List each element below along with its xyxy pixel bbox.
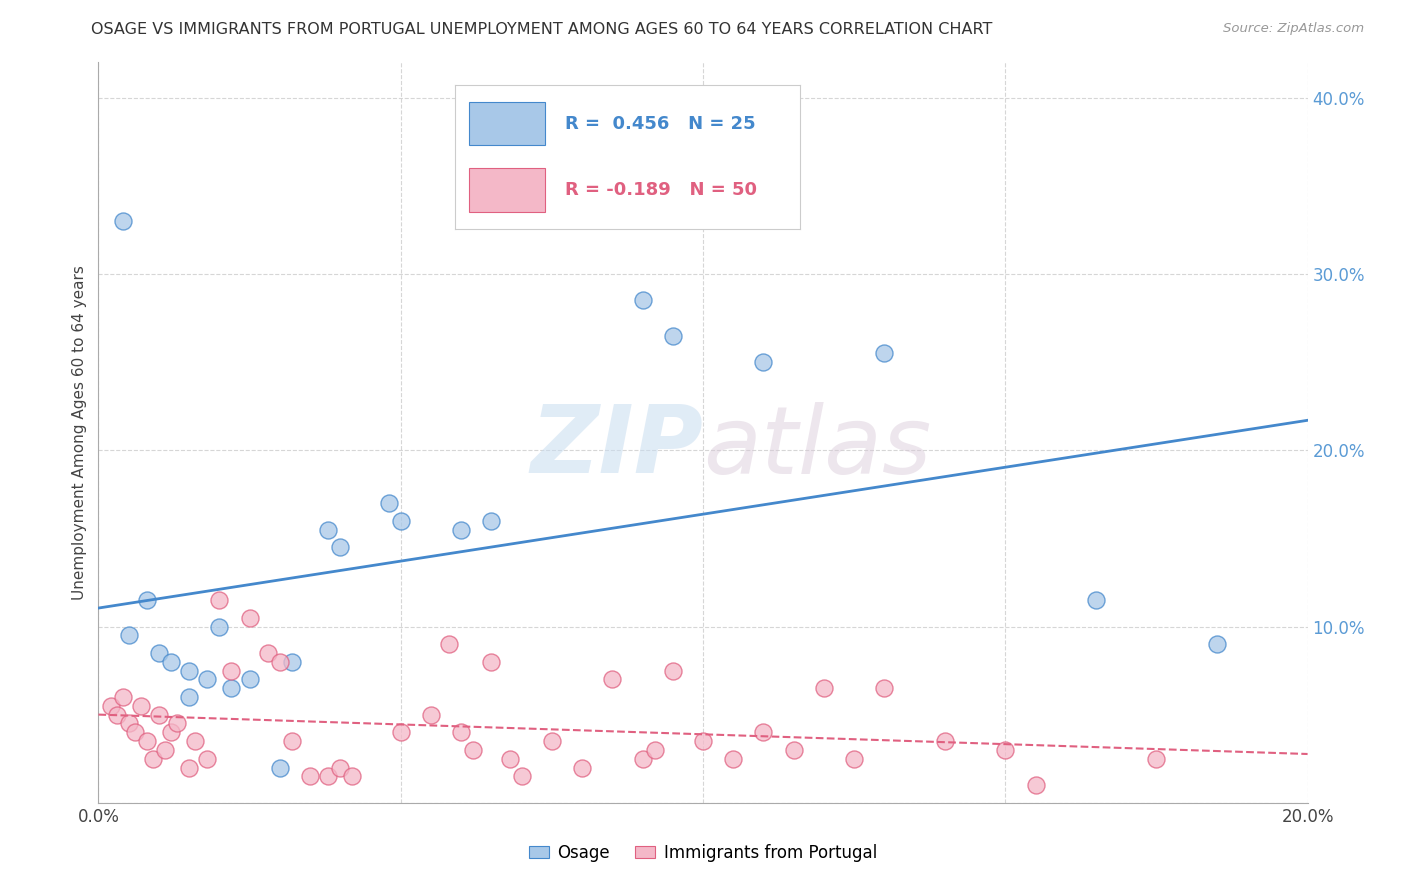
Point <box>644 743 666 757</box>
Point <box>994 743 1017 757</box>
Point <box>208 593 231 607</box>
Point <box>111 690 134 704</box>
Point <box>752 725 775 739</box>
Point <box>316 769 339 783</box>
Point <box>269 655 291 669</box>
Point <box>934 734 956 748</box>
Point <box>135 734 157 748</box>
Point <box>783 743 806 757</box>
Point <box>153 743 176 757</box>
Point <box>631 293 654 308</box>
Point <box>299 769 322 783</box>
Point <box>510 769 533 783</box>
Point <box>723 752 745 766</box>
Point <box>481 655 503 669</box>
Point <box>195 673 218 687</box>
Point <box>179 690 201 704</box>
Point <box>160 655 183 669</box>
Point <box>221 664 243 678</box>
Point <box>631 752 654 766</box>
Point <box>142 752 165 766</box>
Point <box>1024 778 1046 792</box>
Point <box>129 698 152 713</box>
Point <box>195 752 218 766</box>
Point <box>239 610 262 624</box>
Point <box>281 655 304 669</box>
Point <box>124 725 146 739</box>
Point <box>873 346 896 360</box>
Point <box>105 707 128 722</box>
Point <box>148 646 170 660</box>
Point <box>179 760 201 774</box>
Point <box>118 628 141 642</box>
Point <box>329 540 352 554</box>
Point <box>239 673 262 687</box>
Point <box>221 681 243 696</box>
Point <box>179 664 201 678</box>
Point <box>184 734 207 748</box>
Point <box>661 328 683 343</box>
Point <box>281 734 304 748</box>
Point <box>420 707 443 722</box>
Point <box>1144 752 1167 766</box>
Point <box>450 725 472 739</box>
Point <box>602 673 624 687</box>
Point <box>208 619 231 633</box>
Point <box>540 734 562 748</box>
Point <box>1206 637 1229 651</box>
Point <box>135 593 157 607</box>
Point <box>389 514 412 528</box>
Point <box>481 514 503 528</box>
Point <box>661 664 683 678</box>
Point <box>342 769 364 783</box>
Point <box>160 725 183 739</box>
Text: ZIP: ZIP <box>530 401 703 493</box>
Point <box>256 646 278 660</box>
Legend: Osage, Immigrants from Portugal: Osage, Immigrants from Portugal <box>523 838 883 869</box>
Point <box>118 716 141 731</box>
Text: OSAGE VS IMMIGRANTS FROM PORTUGAL UNEMPLOYMENT AMONG AGES 60 TO 64 YEARS CORRELA: OSAGE VS IMMIGRANTS FROM PORTUGAL UNEMPL… <box>91 22 993 37</box>
Point <box>463 743 485 757</box>
Point <box>269 760 291 774</box>
Point <box>329 760 352 774</box>
Point <box>377 496 399 510</box>
Point <box>498 752 520 766</box>
Point <box>166 716 188 731</box>
Point <box>571 760 593 774</box>
Point <box>389 725 412 739</box>
Point <box>450 523 472 537</box>
Point <box>111 214 134 228</box>
Point <box>148 707 170 722</box>
Point <box>844 752 866 766</box>
Point <box>100 698 122 713</box>
Point <box>437 637 460 651</box>
Y-axis label: Unemployment Among Ages 60 to 64 years: Unemployment Among Ages 60 to 64 years <box>72 265 87 600</box>
Point <box>692 734 714 748</box>
Text: atlas: atlas <box>703 402 931 493</box>
Point <box>813 681 835 696</box>
Point <box>752 355 775 369</box>
Text: Source: ZipAtlas.com: Source: ZipAtlas.com <box>1223 22 1364 36</box>
Point <box>316 523 339 537</box>
Point <box>1085 593 1108 607</box>
Point <box>873 681 896 696</box>
